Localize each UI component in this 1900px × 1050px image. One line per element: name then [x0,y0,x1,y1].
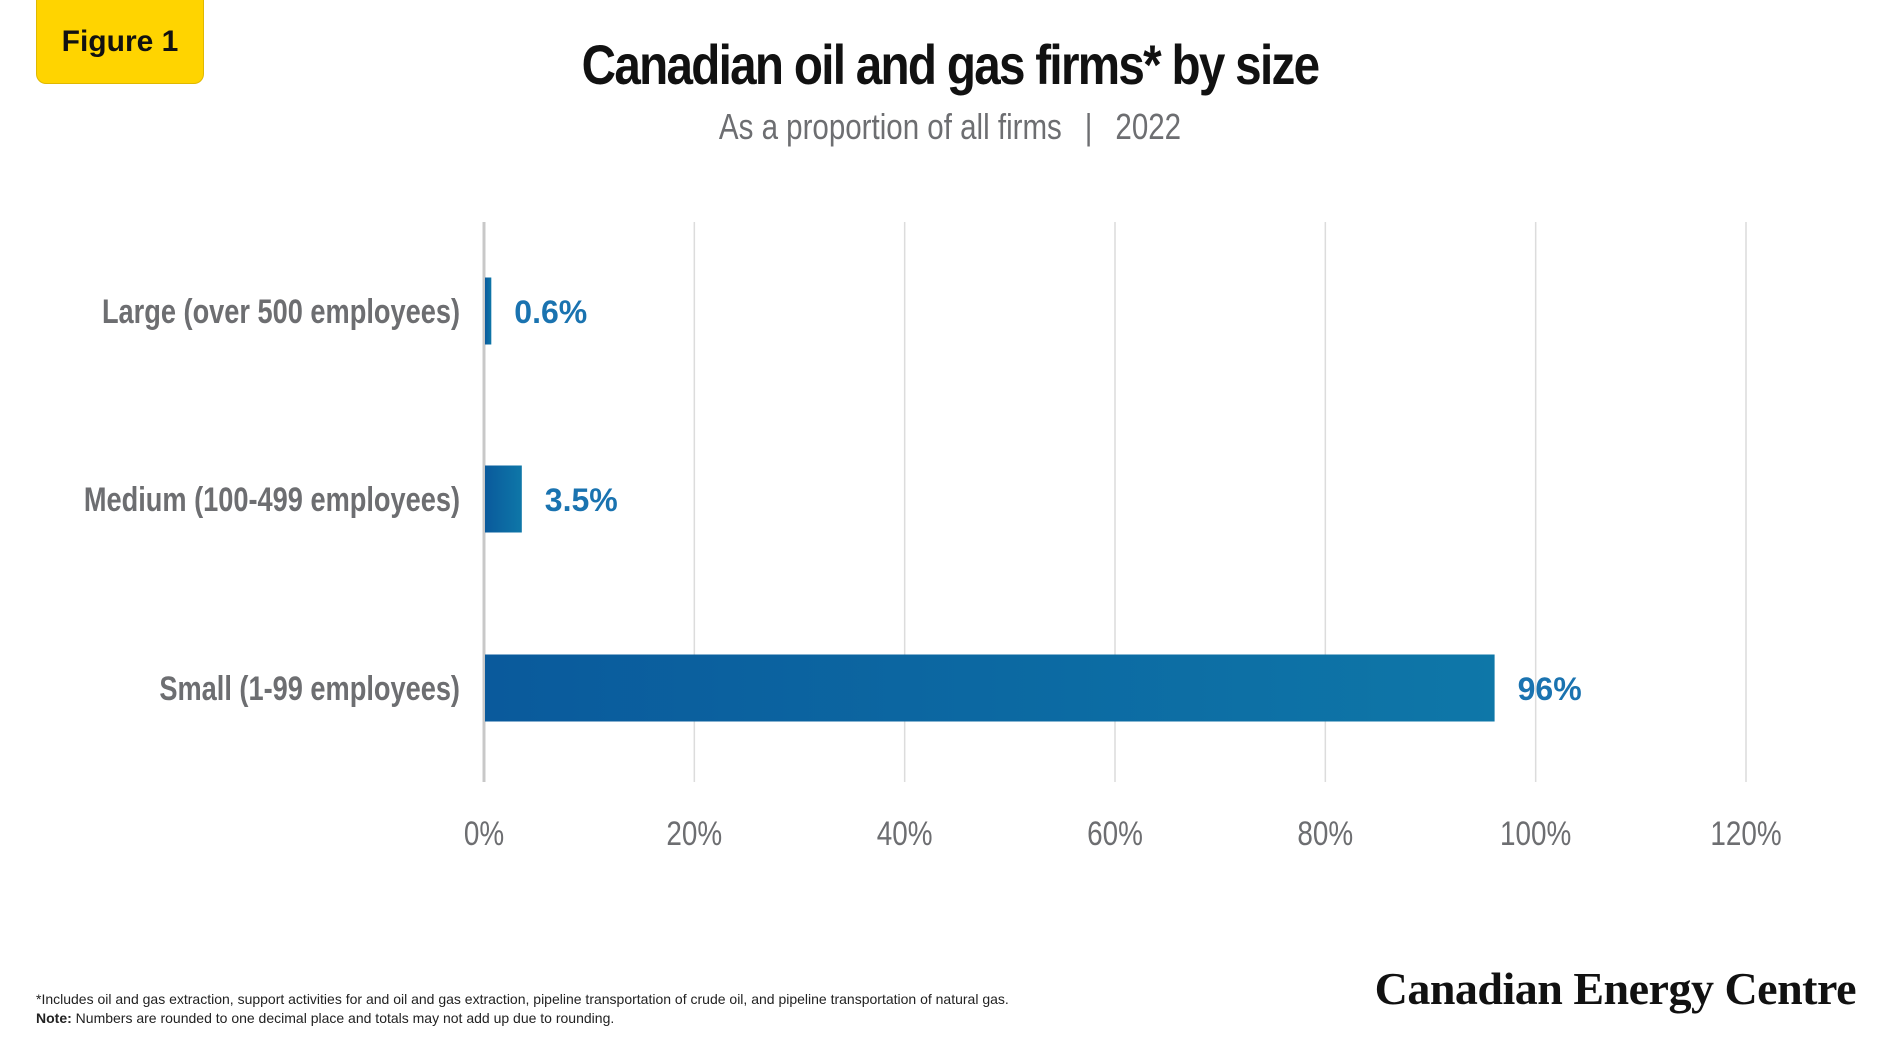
x-tick-label: 0% [464,814,504,852]
x-tick-label: 20% [666,814,722,852]
note-text: Numbers are rounded to one decimal place… [75,1010,615,1026]
data-label: 0.6% [514,294,587,330]
x-tick-label: 60% [1087,814,1143,852]
bar-chart: 0% 20% 40% 60% 80% 100% 120% Large (over 500 e… [84,222,1782,853]
chart-subtitle: As a proportion of all firms | 2022 [171,106,1729,148]
x-tick-label: 80% [1297,814,1353,852]
footnote-note: Note: Numbers are rounded to one decimal… [36,1009,1009,1028]
category-label: Small (1-99 employees) [159,669,460,708]
x-tick-label: 100% [1500,814,1571,852]
bar [485,277,492,345]
category-label: Large (over 500 employees) [102,292,460,331]
brand-logo: Canadian Energy Centre [1374,963,1857,1014]
subtitle-separator: | [1084,106,1093,147]
footnote-line: *Includes oil and gas extraction, suppor… [36,991,1009,1007]
note-label: Note: [36,1010,72,1026]
category-label: Medium (100-499 employees) [84,480,460,519]
bar [485,654,1495,722]
data-label: 96% [1518,671,1582,707]
x-tick-label: 40% [877,814,933,852]
chart-title: Canadian oil and gas firms* by size [581,33,1320,96]
data-label: 3.5% [545,482,618,518]
subtitle-year: 2022 [1115,106,1182,147]
x-tick-label: 120% [1710,814,1781,852]
figure-badge: Figure 1 [36,0,204,84]
footnote: *Includes oil and gas extraction, suppor… [36,990,1009,1028]
subtitle-text: As a proportion of all firms [718,106,1062,147]
bar [485,465,522,533]
